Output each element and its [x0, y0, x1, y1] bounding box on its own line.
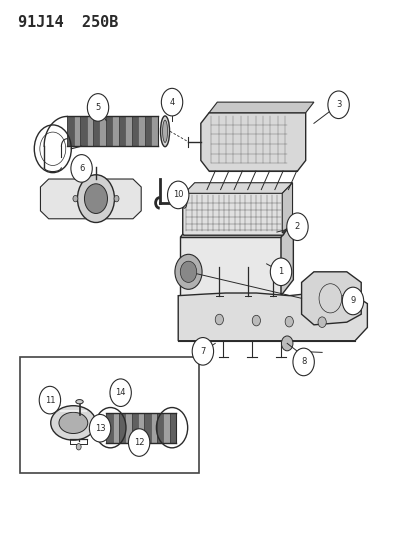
Circle shape — [39, 386, 60, 414]
Polygon shape — [40, 179, 141, 219]
Circle shape — [110, 379, 131, 407]
Circle shape — [342, 287, 363, 315]
Text: 1: 1 — [278, 268, 283, 276]
Text: 3: 3 — [335, 100, 340, 109]
Polygon shape — [282, 183, 292, 233]
Text: 6: 6 — [79, 164, 84, 173]
Bar — [93, 116, 99, 146]
Circle shape — [87, 94, 109, 121]
Circle shape — [71, 155, 92, 182]
Text: 5: 5 — [95, 103, 100, 112]
Circle shape — [161, 88, 182, 116]
Bar — [131, 413, 138, 442]
Ellipse shape — [160, 116, 169, 147]
Circle shape — [89, 415, 111, 442]
Circle shape — [77, 175, 114, 222]
Bar — [138, 116, 145, 146]
Ellipse shape — [51, 406, 96, 440]
Circle shape — [128, 429, 150, 456]
Bar — [157, 413, 163, 442]
Circle shape — [281, 336, 292, 351]
Bar — [74, 116, 80, 146]
Bar — [20, 357, 198, 473]
Polygon shape — [301, 272, 360, 325]
Bar — [119, 413, 125, 442]
Bar — [125, 413, 131, 442]
Ellipse shape — [59, 413, 88, 433]
Bar — [131, 116, 138, 146]
Bar — [169, 413, 176, 442]
Text: 8: 8 — [300, 358, 306, 367]
Circle shape — [167, 181, 188, 209]
Bar — [99, 116, 106, 146]
Circle shape — [252, 316, 260, 326]
Text: 10: 10 — [173, 190, 183, 199]
Bar — [106, 413, 112, 442]
Circle shape — [192, 337, 213, 365]
Circle shape — [327, 91, 349, 118]
Circle shape — [84, 184, 107, 214]
Circle shape — [285, 317, 293, 327]
Ellipse shape — [114, 196, 119, 202]
Bar — [67, 116, 74, 146]
Bar — [151, 116, 157, 146]
Bar — [145, 116, 151, 146]
Bar — [106, 116, 112, 146]
Bar — [112, 413, 119, 442]
Polygon shape — [184, 183, 292, 193]
Bar — [80, 116, 86, 146]
Text: 2: 2 — [294, 222, 299, 231]
Circle shape — [317, 317, 325, 327]
Circle shape — [175, 254, 202, 289]
Circle shape — [215, 314, 223, 325]
Bar — [138, 413, 144, 442]
Text: 12: 12 — [133, 438, 144, 447]
Polygon shape — [209, 102, 313, 113]
Circle shape — [292, 348, 313, 376]
Text: 9: 9 — [349, 296, 355, 305]
Ellipse shape — [162, 120, 167, 142]
Circle shape — [270, 258, 291, 286]
Polygon shape — [178, 293, 366, 341]
Ellipse shape — [181, 198, 186, 208]
Bar — [150, 413, 157, 442]
Polygon shape — [280, 221, 293, 296]
Text: 4: 4 — [169, 98, 174, 107]
Polygon shape — [200, 113, 305, 171]
Polygon shape — [180, 237, 280, 296]
Bar — [163, 413, 169, 442]
Circle shape — [180, 261, 196, 282]
Text: 91J14  250B: 91J14 250B — [18, 14, 118, 30]
Text: 14: 14 — [115, 388, 126, 397]
Bar — [119, 116, 125, 146]
Circle shape — [76, 443, 81, 450]
Text: 7: 7 — [200, 347, 205, 356]
Bar — [125, 116, 131, 146]
Polygon shape — [180, 221, 293, 237]
Ellipse shape — [76, 400, 83, 404]
Bar — [144, 413, 150, 442]
Bar — [112, 116, 119, 146]
Bar — [86, 116, 93, 146]
Text: 11: 11 — [45, 395, 55, 405]
Circle shape — [286, 213, 307, 240]
Ellipse shape — [73, 196, 78, 202]
Text: 13: 13 — [95, 424, 105, 433]
FancyBboxPatch shape — [182, 191, 283, 235]
